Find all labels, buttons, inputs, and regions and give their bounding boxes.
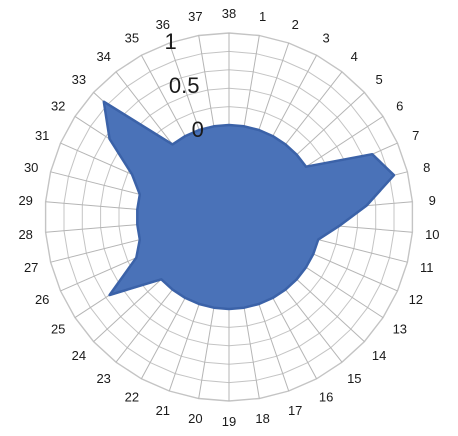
category-label: 3 [322,31,329,46]
category-label: 25 [51,322,65,337]
category-label: 1 [259,9,266,24]
category-label: 19 [222,414,236,429]
series-area [102,100,396,311]
category-label: 9 [429,193,436,208]
category-label: 26 [35,292,49,307]
category-label: 18 [255,411,269,426]
category-label: 31 [35,128,49,143]
category-label: 13 [393,322,407,337]
category-label: 24 [72,348,86,363]
category-label: 2 [292,17,299,32]
radial-tick-labels: 00.51 [164,29,203,142]
category-label: 11 [420,260,434,275]
category-label: 35 [125,31,139,46]
category-label: 16 [319,389,333,404]
category-label: 5 [375,72,382,87]
category-label: 32 [51,98,65,113]
category-label: 7 [412,128,419,143]
category-label: 4 [351,49,358,64]
tick-label: 0.5 [169,73,200,98]
category-label: 27 [24,260,38,275]
category-label: 23 [96,371,110,386]
category-label: 8 [423,160,430,175]
category-label: 10 [425,227,439,242]
category-label: 33 [72,72,86,87]
category-label: 22 [125,389,139,404]
category-label: 14 [372,348,386,363]
tick-label: 1 [164,29,176,54]
category-label: 17 [288,403,302,418]
category-label: 37 [188,9,202,24]
radar-series-layer [102,100,396,311]
category-label: 29 [18,193,32,208]
category-label: 30 [24,160,38,175]
tick-label: 0 [192,117,204,142]
category-label: 6 [396,98,403,113]
category-label: 20 [188,411,202,426]
category-label: 38 [222,6,236,21]
category-label: 21 [156,403,170,418]
category-label: 12 [409,292,423,307]
category-label: 36 [156,17,170,32]
category-label: 34 [96,49,110,64]
category-label: 15 [347,371,361,386]
category-labels: 1234567891011121314151617181920212223242… [18,6,439,429]
category-label: 28 [18,227,32,242]
